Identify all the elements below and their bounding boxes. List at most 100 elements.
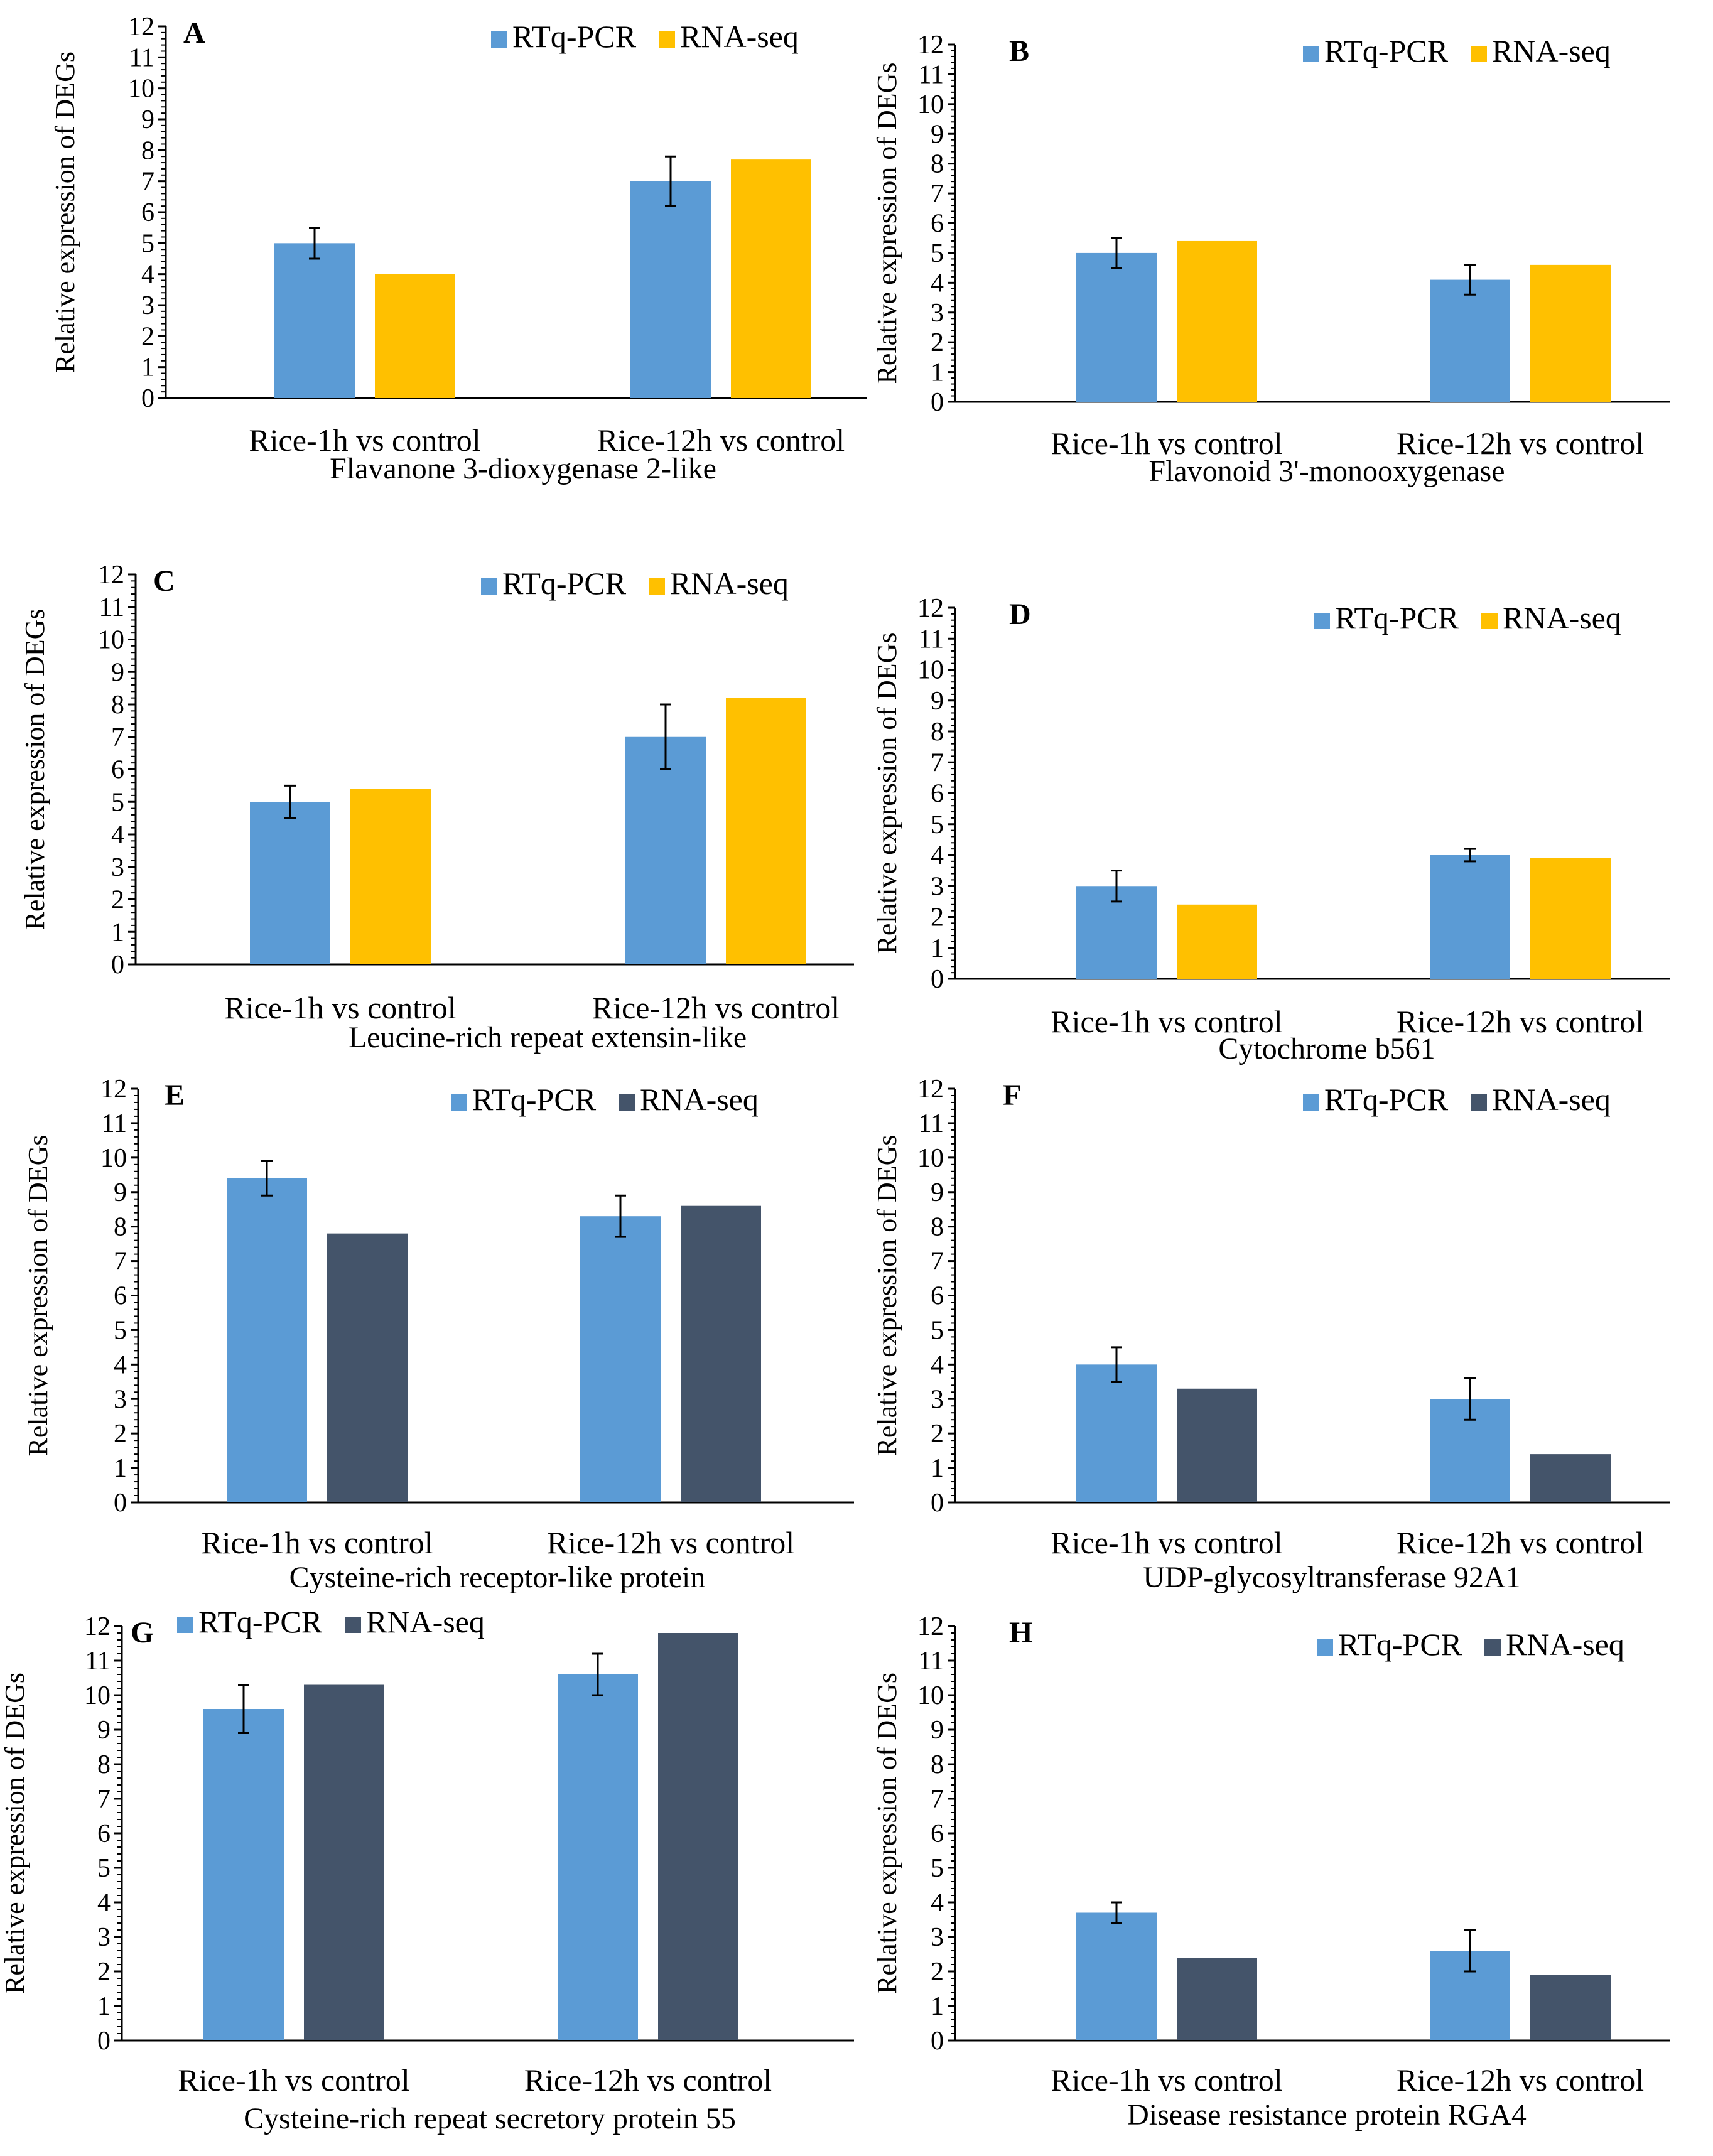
category-label: Rice-1h vs control xyxy=(1051,1004,1282,1039)
y-tick-label: 0 xyxy=(931,965,944,994)
y-tick-label: 2 xyxy=(931,1420,944,1448)
legend-swatch xyxy=(1471,1094,1487,1111)
bar-rna-seq-2 xyxy=(658,1633,738,2040)
bar-rtq-pcr-2 xyxy=(558,1674,638,2040)
bar-rna-seq-1 xyxy=(1177,1958,1257,2040)
y-tick-label: 2 xyxy=(931,903,944,932)
legend-label: RNA-seq xyxy=(1492,1082,1611,1117)
legend-swatch xyxy=(1484,1639,1501,1656)
category-label: Rice-1h vs control xyxy=(178,2062,409,2098)
legend: RTq-PCR RNA-seq xyxy=(1314,600,1621,635)
y-tick-label: 7 xyxy=(141,168,154,197)
y-tick-label: 8 xyxy=(931,1750,944,1779)
y-tick-label: 9 xyxy=(111,658,124,687)
y-tick-label: 10 xyxy=(917,1681,944,1710)
y-tick-label: 7 xyxy=(97,1785,111,1814)
y-axis-title: Relative expression of DEGs xyxy=(19,609,50,930)
y-tick-label: 10 xyxy=(917,90,944,119)
y-tick-label: 12 xyxy=(98,561,124,590)
y-tick-label: 6 xyxy=(931,210,944,239)
legend: RTq-PCR RNA-seq xyxy=(451,1082,759,1117)
bar-rna-seq-1 xyxy=(1177,1388,1257,1502)
gene-title: Flavonoid 3'-monooxygenase xyxy=(1148,455,1505,488)
y-axis-title: Relative expression of DEGs xyxy=(872,633,902,954)
category-label: Rice-12h vs control xyxy=(524,2062,772,2098)
y-tick-label: 4 xyxy=(97,1889,111,1917)
y-tick-label: 12 xyxy=(84,1612,111,1641)
legend-swatch xyxy=(619,1094,635,1111)
y-tick-label: 9 xyxy=(97,1716,111,1745)
y-axis-title: Relative expression of DEGs xyxy=(872,1673,902,1994)
legend-label: RTq-PCR xyxy=(1335,600,1459,635)
category-label: Rice-1h vs control xyxy=(1051,1525,1282,1560)
gene-title: Disease resistance protein RGA4 xyxy=(1127,2098,1527,2132)
y-tick-label: 11 xyxy=(85,1647,111,1676)
y-tick-label: 11 xyxy=(129,43,154,72)
bar-rna-seq-1 xyxy=(304,1684,384,2040)
panel-letter: H xyxy=(1009,1616,1032,1649)
y-tick-label: 6 xyxy=(141,198,154,227)
bar-rna-seq-2 xyxy=(731,159,811,398)
y-tick-label: 4 xyxy=(931,841,944,870)
y-tick-label: 2 xyxy=(141,322,154,351)
y-tick-label: 4 xyxy=(931,1889,944,1917)
category-label: Rice-1h vs control xyxy=(201,1525,433,1560)
y-tick-label: 7 xyxy=(114,1248,127,1276)
bar-rna-seq-1 xyxy=(375,274,455,398)
y-tick-label: 5 xyxy=(141,229,154,258)
y-tick-label: 0 xyxy=(931,1489,944,1517)
y-tick-label: 12 xyxy=(917,1612,944,1641)
bar-rna-seq-2 xyxy=(1530,1454,1611,1502)
legend-swatch xyxy=(491,31,507,48)
category-label: Rice-12h vs control xyxy=(592,990,840,1025)
category-label: Rice-1h vs control xyxy=(224,990,456,1025)
y-tick-label: 9 xyxy=(931,687,944,716)
y-tick-label: 3 xyxy=(931,1385,944,1414)
y-tick-label: 12 xyxy=(917,594,944,623)
y-tick-label: 4 xyxy=(111,821,124,849)
y-tick-label: 3 xyxy=(141,291,154,320)
legend-label: RTq-PCR xyxy=(198,1604,323,1639)
legend-label: RTq-PCR xyxy=(512,19,637,54)
y-tick-label: 6 xyxy=(931,1282,944,1311)
legend-swatch xyxy=(345,1617,361,1633)
y-axis-title: Relative expression of DEGs xyxy=(872,1135,902,1457)
y-tick-label: 11 xyxy=(919,625,944,654)
bar-rtq-pcr-2 xyxy=(1430,855,1510,979)
y-tick-label: 10 xyxy=(917,1144,944,1173)
legend-label: RTq-PCR xyxy=(1324,33,1449,68)
y-tick-label: 0 xyxy=(141,384,154,413)
legend-swatch xyxy=(1317,1639,1333,1656)
y-tick-label: 0 xyxy=(111,951,124,979)
category-label: Rice-12h vs control xyxy=(1397,2062,1644,2098)
legend-label: RNA-seq xyxy=(1503,600,1621,635)
legend: RTq-PCR RNA-seq xyxy=(481,566,789,601)
y-tick-label: 5 xyxy=(97,1854,111,1883)
y-axis-title: Relative expression of DEGs xyxy=(0,1673,30,1994)
y-tick-label: 3 xyxy=(931,299,944,328)
legend-swatch xyxy=(1481,613,1498,629)
y-tick-label: 8 xyxy=(114,1213,127,1242)
y-tick-label: 11 xyxy=(919,1647,944,1676)
y-tick-label: 0 xyxy=(97,2027,111,2056)
y-tick-label: 8 xyxy=(111,691,124,720)
y-tick-label: 9 xyxy=(141,105,154,134)
y-tick-label: 4 xyxy=(931,269,944,298)
y-tick-label: 5 xyxy=(931,1854,944,1883)
y-tick-label: 7 xyxy=(931,180,944,208)
y-tick-label: 5 xyxy=(114,1316,127,1345)
legend-swatch xyxy=(451,1094,467,1111)
panel-letter: C xyxy=(153,564,175,598)
y-tick-label: 1 xyxy=(97,1992,111,2021)
y-tick-label: 2 xyxy=(111,886,124,915)
bar-rtq-pcr-2 xyxy=(1430,279,1510,402)
y-tick-label: 6 xyxy=(931,780,944,809)
legend-swatch xyxy=(1471,46,1487,62)
y-tick-label: 7 xyxy=(111,723,124,752)
y-tick-label: 5 xyxy=(931,811,944,839)
